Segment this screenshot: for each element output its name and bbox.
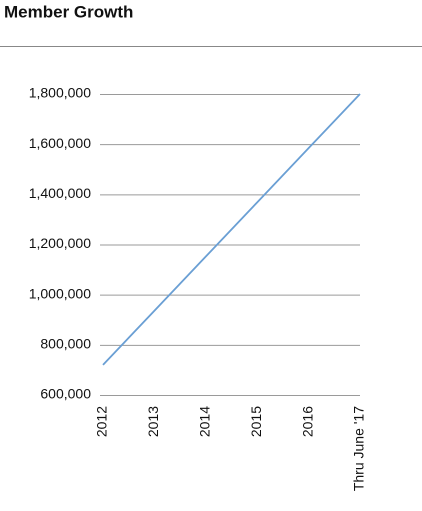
y-tick-label: 1,800,000 [29,85,91,101]
x-tick-label: 2016 [299,406,315,437]
y-tick-label: 1,200,000 [29,235,91,251]
x-tick-label: 2013 [145,406,161,437]
chart-title: Member Growth [4,2,133,21]
series-line [102,93,361,366]
y-tick-label: 1,600,000 [29,135,91,151]
y-tick-label: 1,000,000 [29,285,91,301]
x-tick-label: Thru June '17 [351,406,367,491]
x-tick-label: 2014 [197,406,213,437]
y-tick-label: 600,000 [40,386,91,402]
y-tick-label: 800,000 [40,336,91,352]
y-tick-label: 1,400,000 [29,185,91,201]
x-tick-label: 2012 [94,406,110,437]
x-tick-label: 2015 [248,406,264,437]
